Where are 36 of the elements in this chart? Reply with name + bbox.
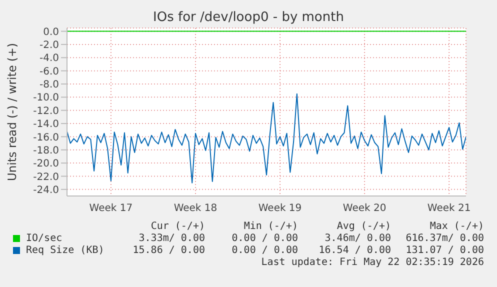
y-axis-title: Units read (-) / write (+)	[5, 42, 19, 182]
y-tick-label: -24.0	[33, 184, 59, 196]
x-tick-label: Week 20	[342, 203, 386, 214]
text: Avg (-/+)	[336, 221, 391, 232]
y-tick-label: -12.0	[33, 106, 59, 117]
legend-label: IO/sec	[25, 233, 64, 244]
y-tick-label: -16.0	[33, 132, 59, 144]
y-tick-label: -14.0	[33, 119, 59, 130]
text: 616.37m/ 0.00	[404, 233, 484, 244]
text: 16.54 / 0.00	[318, 245, 391, 256]
y-tick-label: -4.0	[39, 53, 59, 64]
text: 3.33m/ 0.00	[138, 233, 205, 244]
y-tick-label: -20.0	[33, 158, 59, 170]
x-tick-label: Week 19	[258, 203, 302, 214]
text: Min (-/+)	[242, 221, 298, 232]
text: 15.86 / 0.00	[132, 245, 205, 256]
y-tick-label: -2.0	[39, 40, 59, 52]
x-tick-label: Week 21	[427, 203, 471, 214]
y-tick-label: -18.0	[33, 145, 59, 156]
text: Cur (-/+)	[150, 221, 205, 232]
text: Max (-/+)	[428, 221, 484, 232]
text: 0.00 / 0.00	[230, 245, 298, 256]
legend-label: Req Size (KB)	[25, 245, 106, 256]
text: 0.00 / 0.00	[230, 233, 298, 244]
text: 3.46m/ 0.00	[324, 233, 391, 244]
x-tick-label: Week 18	[174, 203, 218, 214]
y-tick-label: -6.0	[39, 66, 59, 78]
y-tick-label: -22.0	[33, 172, 59, 183]
text: Last update: Fri May 22 02:35:19 2026	[260, 257, 485, 268]
line-series	[67, 93, 466, 184]
y-tick-label: 0.0	[43, 26, 59, 38]
x-tick-label: Week 17	[89, 203, 133, 214]
text: 131.07 / 0.00	[404, 245, 484, 256]
y-tick-label: -8.0	[39, 80, 59, 91]
y-tick-label: -10.0	[33, 92, 59, 104]
chart-title: IOs for /dev/loop0 - by month	[152, 10, 345, 25]
